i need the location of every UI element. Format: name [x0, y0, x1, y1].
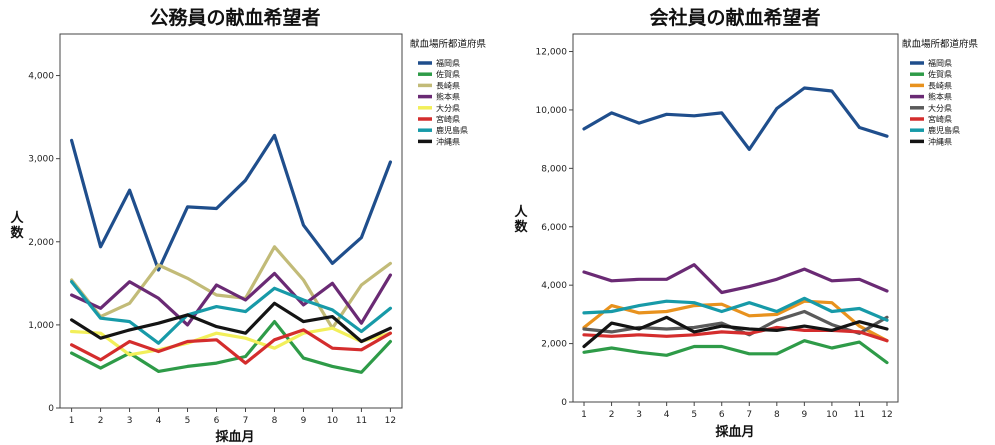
legend-label: 大分県 [436, 103, 460, 113]
chart-title: 会社員の献血希望者 [649, 6, 820, 29]
chart-title: 公務員の献血希望者 [149, 6, 320, 29]
x-tick-label: 11 [854, 410, 865, 420]
chart-2: 会社員の献血希望者 0 2,000 4,000 6,000 8,000 10,000 12,0… [514, 6, 978, 440]
x-tick-label: 3 [636, 410, 642, 420]
y-tick-label: 4,000 [28, 72, 54, 82]
x-tick-label: 8 [272, 416, 278, 426]
x-tick-label: 4 [664, 410, 670, 420]
series-line-5 [69, 326, 392, 357]
x-tick-label: 7 [746, 410, 752, 420]
series-line-8 [582, 315, 889, 349]
x-tick-label: 2 [98, 416, 104, 426]
x-tick-label: 9 [801, 410, 807, 420]
series-line-6 [582, 325, 889, 343]
series-line-2 [582, 339, 889, 365]
legend-title: 献血場所都道府県 [410, 38, 487, 50]
legend-label: 長崎県 [436, 80, 460, 90]
series-line-7 [582, 296, 889, 322]
legend-label: 鹿児島県 [928, 125, 960, 135]
y-axis-title-char: 人 [10, 210, 24, 226]
x-tick-label: 4 [156, 416, 162, 426]
y-tick-label: 6,000 [541, 223, 567, 233]
legend-label: 宮崎県 [436, 114, 460, 124]
y-tick-label: 1,000 [28, 321, 54, 331]
series-line-4 [69, 271, 392, 327]
y-tick-label: 4,000 [541, 281, 567, 291]
series-line-2 [69, 320, 392, 374]
series-line-1 [69, 133, 392, 272]
plot-area [572, 33, 899, 403]
x-tick-label: 5 [185, 416, 191, 426]
series-line-1 [582, 86, 889, 151]
x-tick-label: 12 [881, 410, 892, 420]
x-tick-label: 2 [609, 410, 615, 420]
x-axis-title: 採血月 [715, 424, 754, 440]
legend-label: 熊本県 [928, 92, 952, 102]
series-line-6 [69, 328, 392, 365]
legend-label: 佐賀県 [928, 69, 952, 79]
x-tick-label: 12 [385, 416, 396, 426]
x-tick-label: 6 [214, 416, 220, 426]
legend-label: 沖縄県 [928, 136, 952, 146]
y-tick-label: 12,000 [536, 48, 568, 58]
x-tick-label: 11 [356, 416, 367, 426]
series-line-3 [582, 299, 889, 343]
legend-label: 大分県 [928, 103, 952, 113]
y-axis-title: 人数 [514, 204, 528, 235]
legend-label: 長崎県 [928, 80, 952, 90]
x-tick-label: 8 [774, 410, 780, 420]
x-tick-label: 10 [327, 416, 339, 426]
y-axis-title-char: 数 [514, 219, 528, 235]
x-tick-label: 9 [301, 416, 307, 426]
y-tick-label: 10,000 [536, 106, 568, 116]
legend-label: 鹿児島県 [436, 125, 468, 135]
y-tick-label: 2,000 [28, 238, 54, 248]
legend-label: 福岡県 [436, 59, 460, 68]
legend-label: 熊本県 [436, 92, 460, 102]
x-axis-title: 採血月 [215, 429, 254, 445]
legend-title: 献血場所都道府県 [902, 38, 979, 50]
y-axis-title: 人数 [10, 210, 24, 241]
y-tick-label: 0 [561, 398, 567, 408]
x-tick-label: 1 [581, 410, 587, 420]
legend-label: 宮崎県 [928, 114, 952, 124]
y-tick-label: 3,000 [28, 155, 54, 165]
series-line-8 [69, 301, 392, 344]
y-axis-title-char: 数 [10, 225, 24, 241]
x-tick-label: 6 [719, 410, 725, 420]
x-tick-label: 7 [243, 416, 249, 426]
series-line-4 [582, 263, 889, 295]
legend-label: 沖縄県 [436, 136, 460, 146]
y-tick-label: 8,000 [541, 164, 567, 174]
y-tick-label: 2,000 [541, 340, 567, 350]
x-tick-label: 3 [127, 416, 133, 426]
y-tick-label: 0 [48, 404, 54, 414]
legend-label: 福岡県 [928, 59, 952, 68]
legend-label: 佐賀県 [436, 69, 460, 79]
series-line-7 [69, 280, 392, 345]
x-tick-label: 10 [826, 410, 838, 420]
x-tick-label: 5 [691, 410, 697, 420]
y-axis-title-char: 人 [514, 204, 528, 220]
x-tick-label: 1 [69, 416, 75, 426]
